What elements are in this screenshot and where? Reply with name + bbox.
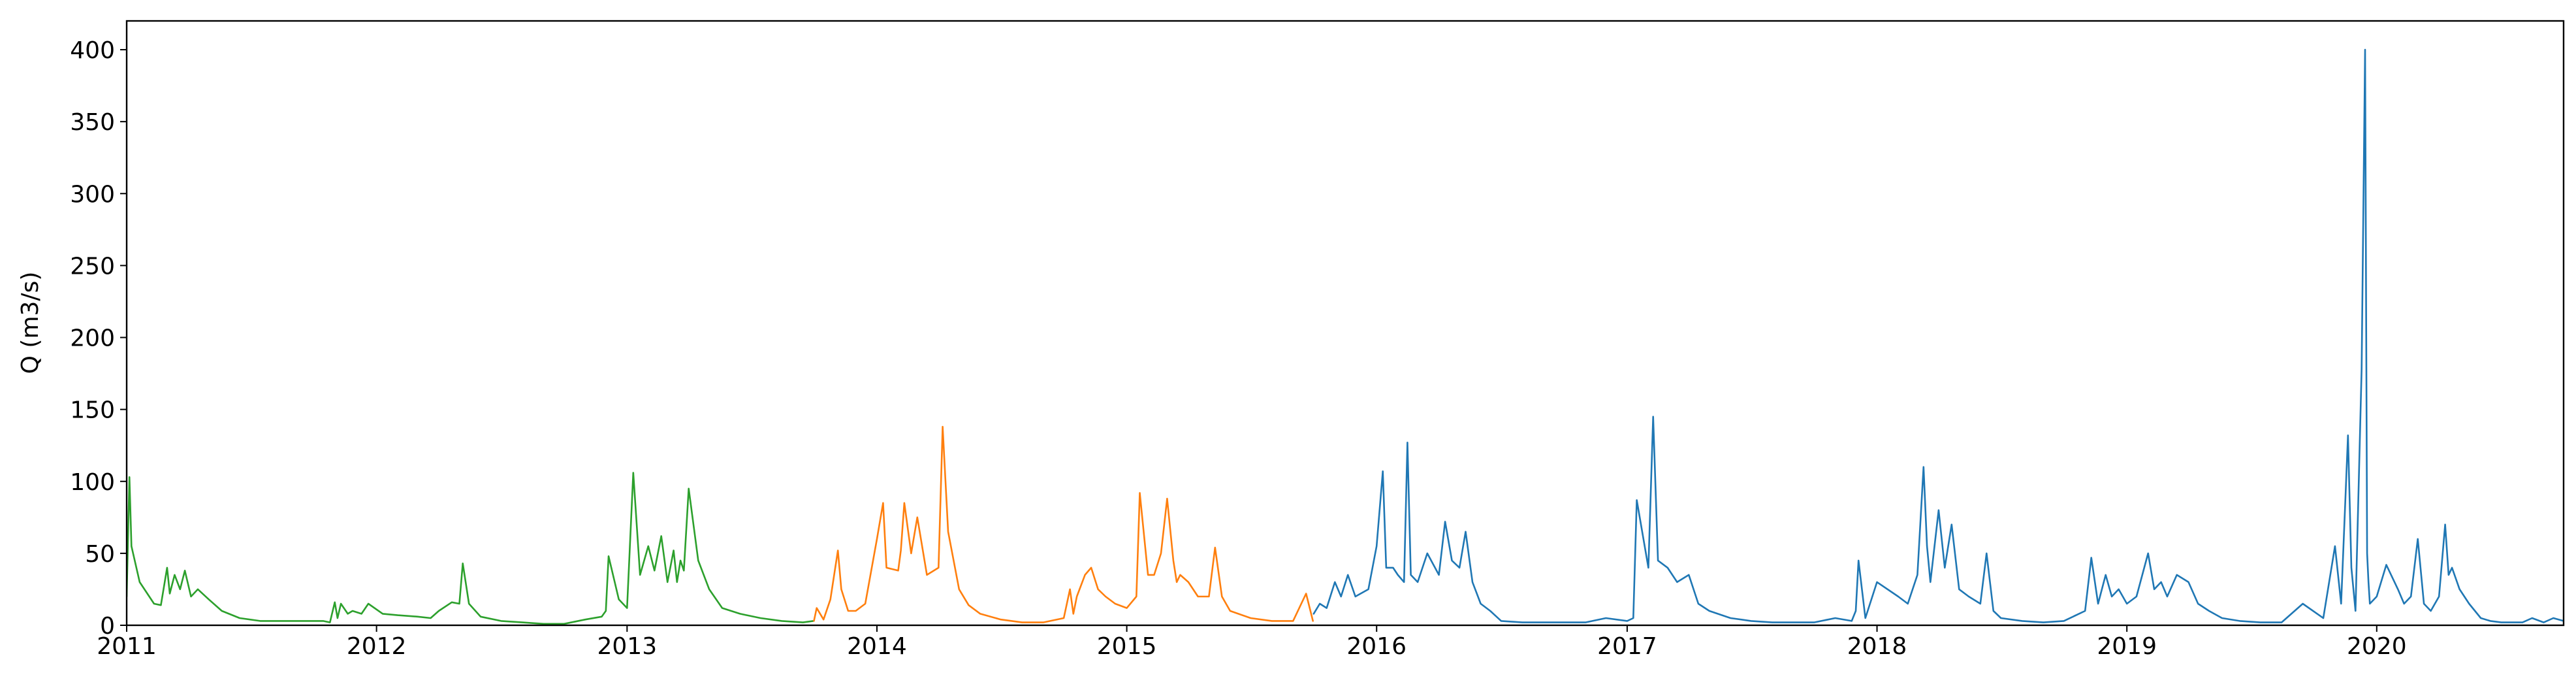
- x-tick-label-2017: 2017: [1597, 633, 1657, 660]
- y-tick-label-0: 0: [100, 613, 115, 640]
- series-line-2: [813, 425, 1314, 623]
- x-tick-label-2018: 2018: [1847, 633, 1907, 660]
- series-line-3: [1312, 48, 2564, 623]
- series-layer: [127, 48, 2564, 625]
- x-tick-label-2014: 2014: [847, 633, 907, 660]
- y-tick-label-50: 50: [85, 541, 115, 568]
- x-tick-label-2013: 2013: [597, 633, 658, 660]
- x-tick-label-2012: 2012: [347, 633, 407, 660]
- y-tick-label-350: 350: [70, 109, 115, 136]
- y-tick-label-200: 200: [70, 325, 115, 352]
- y-tick-label-250: 250: [70, 253, 115, 280]
- y-tick-label-100: 100: [70, 469, 115, 496]
- x-axis: 2011 2012 2013 2014 2015 2016 2017 2018 2019 2020: [97, 625, 2407, 660]
- x-tick-label-2020: 2020: [2347, 633, 2407, 660]
- y-tick-label-300: 300: [70, 181, 115, 208]
- x-tick-label-2019: 2019: [2097, 633, 2157, 660]
- y-axis: 0 50 100 150 200 250 300 350 400: [70, 37, 127, 640]
- y-axis-label: Q (m3/s): [17, 272, 44, 374]
- plot-frame: [125, 20, 2565, 627]
- x-tick-label-2011: 2011: [97, 633, 157, 660]
- x-tick-label-2015: 2015: [1097, 633, 1157, 660]
- x-tick-label-2016: 2016: [1346, 633, 1407, 660]
- series-line-1: [127, 472, 814, 625]
- y-tick-label-400: 400: [70, 37, 115, 64]
- y-tick-label-150: 150: [70, 397, 115, 424]
